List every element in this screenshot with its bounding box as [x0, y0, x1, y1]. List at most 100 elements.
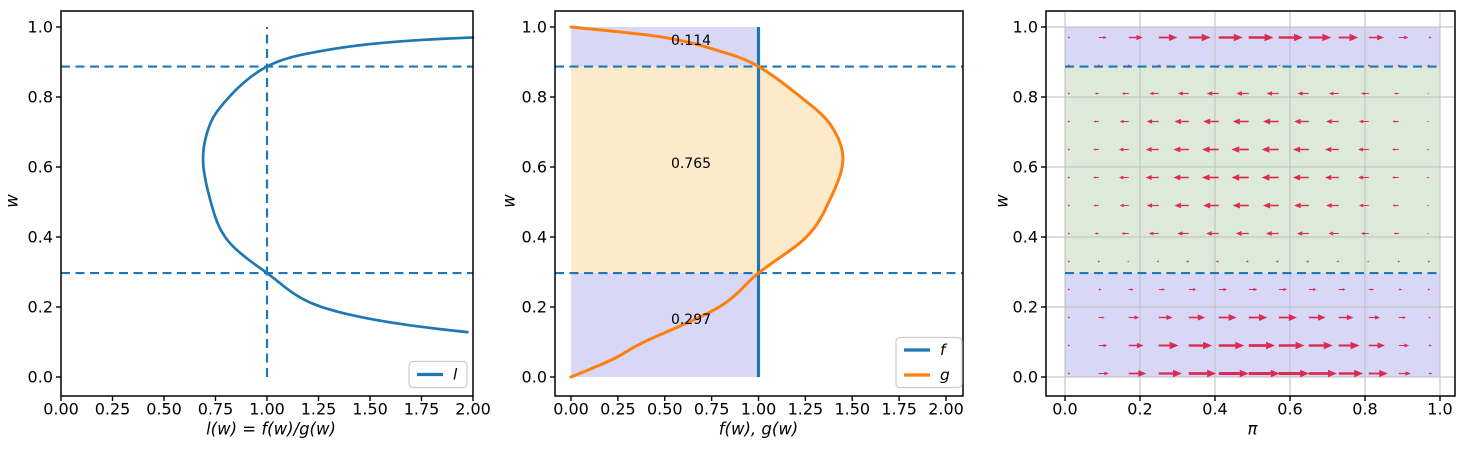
quiver-arrow-head	[1326, 119, 1332, 124]
quiver-arrow	[1397, 260, 1400, 263]
quiver-arrow-head	[1145, 175, 1152, 180]
quiver-arrow-head	[1173, 369, 1182, 378]
x-tick-label: 2.00	[928, 400, 964, 419]
y-tick-label: 0.4	[522, 228, 547, 247]
quiver-arrow-head	[1354, 369, 1364, 378]
quiver-arrow-head	[1328, 231, 1334, 236]
quiver-arrow-head	[1313, 288, 1317, 291]
quiver-arrow-head	[1391, 148, 1396, 151]
x-tick-label: 1.00	[249, 400, 285, 419]
axes-frame	[1045, 10, 1456, 397]
quiver-arrow	[1157, 64, 1160, 67]
quiver-arrow-head	[1131, 288, 1134, 291]
fill-region-upper	[571, 27, 759, 67]
quiver-arrow-head	[1228, 314, 1237, 321]
quiver-arrow	[1427, 288, 1430, 291]
fill-band-lower	[1065, 273, 1440, 377]
quiver-arrow-head	[1350, 341, 1360, 350]
quiver-arrow-head	[1103, 35, 1107, 40]
quiver-arrow-head	[1327, 369, 1337, 378]
region-value-annotation: 0.114	[671, 33, 711, 49]
quiver-arrow-head	[1201, 33, 1211, 42]
x-tick-label: 1.25	[301, 400, 337, 419]
quiver-arrow-head	[1166, 314, 1173, 321]
x-tick-label: 1.25	[788, 400, 824, 419]
quiver-arrow-head	[1360, 231, 1365, 236]
quiver-arrow-head	[1118, 147, 1124, 152]
quiver-arrow-head	[1169, 341, 1179, 350]
quiver-arrow	[1067, 176, 1070, 179]
y-tick-label: 0.4	[1013, 228, 1038, 247]
quiver-arrow-head	[1297, 91, 1303, 96]
x-tick-label: 0.4	[1202, 400, 1227, 419]
quiver-arrow-head	[1245, 260, 1249, 263]
quiver-arrow-head	[1429, 372, 1433, 375]
x-tick-label: 0.75	[694, 400, 730, 419]
y-axis-label: w	[500, 194, 519, 208]
quiver-arrow-head	[1261, 146, 1270, 153]
quiver-arrow-head	[1426, 176, 1429, 179]
quiver-arrow-head	[1294, 118, 1301, 125]
quiver-arrow-head	[1322, 33, 1332, 42]
curve-l	[201, 36, 475, 334]
quiver-arrow-head	[1427, 232, 1429, 235]
quiver-arrow-head	[1266, 91, 1273, 96]
x-tick-label: 1.00	[741, 400, 777, 419]
quiver-arrow-head	[1177, 231, 1183, 236]
quiver-arrow-head	[1338, 64, 1341, 67]
right-plot: 0.0 0.2 0.4 0.6 0.8 1.0 0.0 0.2 0.4 0.6 0.8 1.0 π w	[993, 10, 1456, 439]
middle-plot: 0.114 0.765 0.297 0.00 0.25 0.50 0.75 1.00 1.25 1…	[500, 10, 964, 439]
quiver-arrow-head	[1102, 316, 1105, 319]
quiver-arrow-head	[1104, 371, 1109, 376]
quiver-arrow-head	[1288, 314, 1297, 321]
y-tick-label: 0.0	[1013, 368, 1038, 387]
legend: l	[408, 360, 468, 389]
quiver-arrow-head	[1428, 316, 1431, 319]
quiver-arrow-head	[1402, 316, 1407, 319]
quiver-arrow-head	[1093, 204, 1097, 207]
quiver-arrow-head	[1265, 231, 1272, 236]
x-tick-label: 1.50	[834, 400, 870, 419]
quiver-arrow-head	[1264, 33, 1274, 42]
quiver-arrow-head	[1375, 315, 1381, 320]
quiver-arrow-head	[1231, 174, 1240, 181]
quiver-arrow-head	[1300, 369, 1310, 378]
quiver-arrow-head	[1262, 118, 1271, 125]
x-tick-label: 0.50	[146, 400, 182, 419]
quiver-arrow-head	[1162, 288, 1166, 291]
y-axis-label: w	[993, 194, 1012, 208]
quiver-arrow-head	[1207, 369, 1217, 378]
quiver-arrow-head	[1358, 175, 1363, 180]
quiver-arrow	[1127, 64, 1130, 67]
x-tick-label: 1.50	[352, 400, 388, 419]
quiver-arrow-head	[1426, 120, 1429, 123]
quiver-arrow-head	[1275, 260, 1279, 263]
quiver-arrow-head	[1173, 174, 1181, 181]
quiver-arrow-head	[1233, 33, 1243, 42]
quiver-arrow-head	[1296, 231, 1303, 236]
quiver-arrow-head	[1093, 176, 1096, 179]
quiver-arrow-head	[1308, 64, 1311, 67]
quiver-arrow-head	[1203, 118, 1211, 125]
x-tick-label: 1.75	[404, 400, 440, 419]
y-tick-label: 0.0	[522, 368, 547, 387]
fill-band-upper	[1065, 27, 1440, 67]
quiver-arrow-head	[1361, 92, 1365, 95]
x-tick-label: 1.75	[881, 400, 917, 419]
quiver-arrow-head	[1119, 119, 1124, 124]
legend-box	[895, 336, 963, 389]
quiver-arrow-head	[1270, 369, 1280, 378]
x-tick-label: 0.00	[553, 400, 589, 419]
quiver-arrow-head	[1392, 204, 1396, 207]
quiver-arrow-head	[1127, 260, 1129, 263]
quiver-arrow-head	[1232, 118, 1240, 125]
y-tick-label: 0.0	[28, 368, 53, 387]
quiver-field	[1067, 33, 1433, 378]
quiver-arrow	[1067, 148, 1070, 151]
y-tick-label: 0.8	[522, 88, 547, 107]
quiver-arrow-head	[1201, 146, 1210, 153]
y-tick-label: 0.6	[28, 158, 53, 177]
quiver-arrow-head	[1325, 174, 1332, 181]
quiver-arrow	[1067, 232, 1070, 235]
